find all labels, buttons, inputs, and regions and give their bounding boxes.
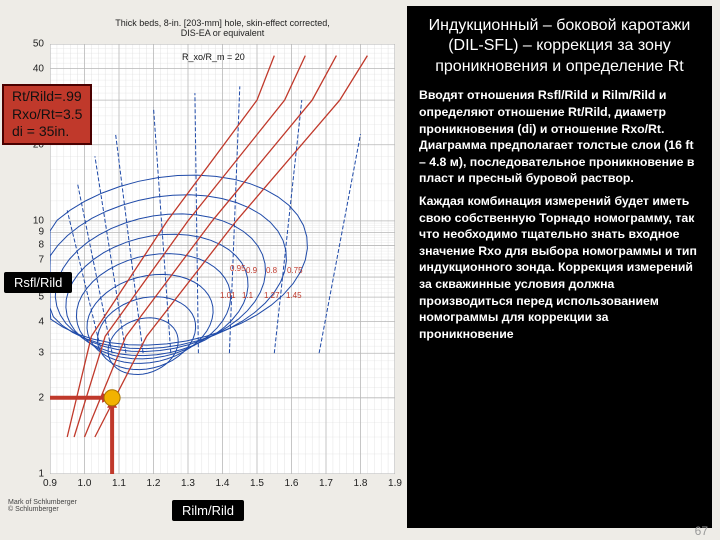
inner-label: 1.01	[220, 291, 236, 300]
inner-label: 1.27	[264, 291, 280, 300]
copyright: Mark of Schlumberger © Schlumberger	[8, 499, 77, 514]
inner-label: 0.8	[266, 266, 277, 275]
x-axis-ticks: 0.91.01.11.21.31.41.51.61.71.81.9	[50, 474, 395, 492]
inner-label: 1.45	[286, 291, 302, 300]
text-panel: Индукционный – боковой каротажи (DIL-SFL…	[407, 6, 712, 528]
inner-label: 0.9	[246, 266, 257, 275]
page-number: 67	[695, 524, 708, 538]
panel-paragraph-2: Каждая комбинация измерений будет иметь …	[419, 193, 700, 342]
rsfl-rild-label: Rsfl/Rild	[4, 272, 72, 293]
rilm-rild-label: Rilm/Rild	[172, 500, 244, 521]
chart-container: Thick beds, 8-in. [203-mm] hole, skin-ef…	[50, 18, 395, 510]
chart-header-ratio: R_xo/R_m = 20	[182, 52, 245, 62]
copyright-line1: Mark of Schlumberger	[8, 499, 77, 506]
chart-title: Thick beds, 8-in. [203-mm] hole, skin-ef…	[50, 18, 395, 39]
panel-paragraph-1: Вводят отношения Rsfl/Rild и Rilm/Rild и…	[419, 87, 700, 187]
result-line-1: Rt/Rild=.99	[12, 88, 82, 106]
result-box: Rt/Rild=.99 Rxo/Rt=3.5 di = 35in.	[2, 84, 92, 145]
chart-title-line2: DIS-EA or equivalent	[181, 28, 265, 38]
inner-label: 0.75	[287, 266, 303, 275]
result-line-3: di = 35in.	[12, 123, 82, 141]
result-line-2: Rxo/Rt=3.5	[12, 106, 82, 124]
chart-title-line1: Thick beds, 8-in. [203-mm] hole, skin-ef…	[115, 18, 329, 28]
stage: Thick beds, 8-in. [203-mm] hole, skin-ef…	[0, 0, 720, 540]
inner-label: 1.1	[242, 291, 253, 300]
tornado-chart	[50, 44, 395, 474]
copyright-line2: © Schlumberger	[8, 506, 59, 513]
panel-title: Индукционный – боковой каротажи (DIL-SFL…	[419, 16, 700, 77]
inner-label: 0.95	[230, 264, 246, 273]
